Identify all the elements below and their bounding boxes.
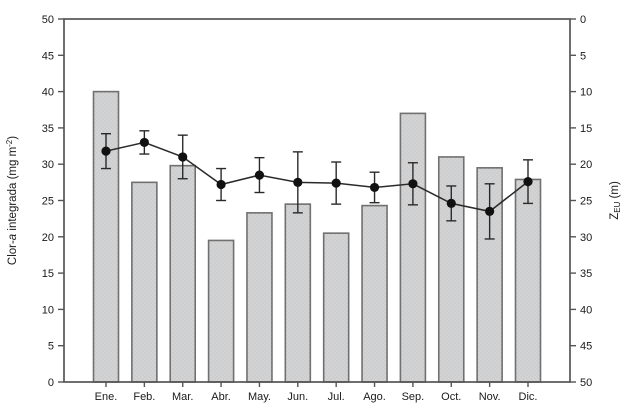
marker-Sep. [408,179,418,189]
left-tick-label-5: 5 [48,341,54,353]
bar-Sep. [399,112,427,383]
right-tick-label-25: 25 [580,196,592,208]
x-tick-label-May.: May. [248,391,271,403]
x-tick-label-Sep.: Sep. [402,391,425,403]
left-tick-label-35: 35 [42,123,54,135]
marker-Jun. [293,177,303,187]
x-tick-label-Oct.: Oct. [441,391,461,403]
axis-ticks [58,18,576,387]
x-tick-label-Ene.: Ene. [95,391,118,403]
left-tick-label-20: 20 [42,232,54,244]
x-tick-label-Nov.: Nov. [479,391,501,403]
marker-Mar. [178,152,188,162]
line-markers [101,137,533,216]
marker-Abr. [216,179,226,190]
bar-series [92,90,542,383]
left-tick-label-45: 45 [42,50,54,62]
zeu-line [105,141,529,213]
left-tick-label-10: 10 [42,304,54,316]
right-tick-label-45: 45 [580,341,592,353]
right-tick-label-20: 20 [580,159,592,171]
y-axis-label-left: Clor-a integrada (mg m-2) [5,136,19,265]
left-tick-label-0: 0 [48,377,54,389]
right-tick-label-30: 30 [580,232,592,244]
x-tick-label-Feb.: Feb. [133,391,155,403]
right-tick-label-15: 15 [580,123,592,135]
left-tick-label-40: 40 [42,87,54,99]
bar-Jul. [322,232,350,383]
marker-Feb. [139,137,149,148]
right-tick-label-40: 40 [580,304,592,316]
x-tick-label-Ago.: Ago. [363,391,386,403]
marker-Dic. [523,177,533,187]
axis-tick-labels: 0 5 10 15 20 25 30 35 40 45 50 0 5 10 15 20 25 30 35 40 45 50… [42,14,593,403]
marker-Ene. [101,146,111,156]
right-tick-label-5: 5 [580,50,586,62]
left-tick-label-25: 25 [42,196,54,208]
x-tick-label-Dic.: Dic. [519,391,538,403]
x-tick-label-Mar.: Mar. [172,391,193,403]
marker-Oct. [446,198,456,209]
left-tick-label-15: 15 [42,268,54,280]
bar-Dic. [514,178,542,383]
marker-Nov. [485,206,495,216]
bar-Ago. [361,204,388,383]
right-tick-label-50: 50 [580,377,592,389]
right-tick-label-35: 35 [580,268,592,280]
bar-Mar. [169,164,197,383]
x-tick-label-Abr.: Abr. [211,391,231,403]
bar-Jun. [284,203,312,383]
marker-Jul. [331,178,341,188]
x-tick-label-Jun.: Jun. [287,391,308,403]
left-tick-label-30: 30 [42,159,54,171]
marker-May. [254,170,265,180]
bar-Abr. [207,239,235,383]
marker-Ago. [369,182,380,193]
bar-Feb. [131,181,158,383]
right-tick-label-0: 0 [580,14,586,26]
right-tick-label-10: 10 [580,87,592,99]
x-tick-label-Jul.: Jul. [328,391,345,403]
left-tick-label-50: 50 [42,14,54,26]
bar-May. [246,212,273,383]
y-axis-label-right: ZEU (m) [609,181,622,220]
